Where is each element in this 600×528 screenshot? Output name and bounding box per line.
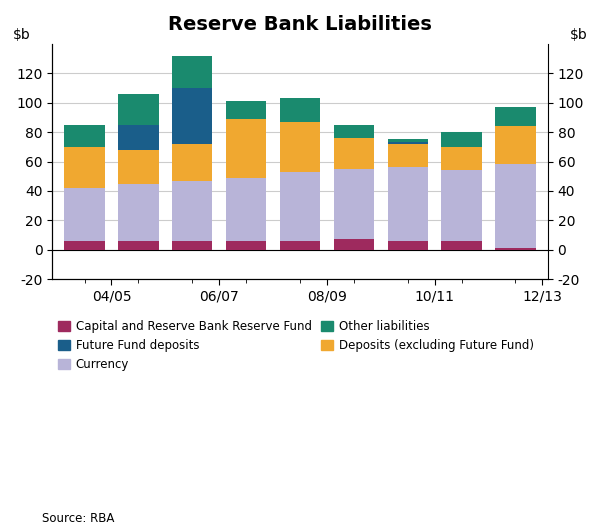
Bar [442, 171, 482, 241]
Bar [226, 101, 266, 119]
Bar [388, 241, 428, 250]
Bar [226, 119, 266, 178]
Bar [172, 144, 212, 181]
Text: $b: $b [569, 27, 587, 42]
Bar [172, 241, 212, 250]
Bar [388, 144, 428, 167]
Bar [495, 164, 536, 248]
Bar [388, 143, 428, 144]
Bar [442, 241, 482, 250]
Bar [495, 126, 536, 164]
Bar [118, 94, 158, 125]
Bar [64, 125, 105, 147]
Bar [226, 241, 266, 250]
Bar [172, 88, 212, 144]
Bar [334, 138, 374, 169]
Legend: Capital and Reserve Bank Reserve Fund, Future Fund deposits, Currency, Other lia: Capital and Reserve Bank Reserve Fund, F… [58, 320, 534, 371]
Bar [388, 139, 428, 143]
Bar [118, 125, 158, 150]
Bar [442, 147, 482, 171]
Bar [495, 107, 536, 126]
Bar [118, 184, 158, 241]
Bar [118, 241, 158, 250]
Bar [172, 181, 212, 241]
Bar [388, 167, 428, 241]
Bar [442, 132, 482, 147]
Bar [226, 178, 266, 241]
Bar [495, 248, 536, 250]
Text: $b: $b [13, 27, 31, 42]
Bar [280, 122, 320, 172]
Text: Source: RBA: Source: RBA [42, 512, 115, 525]
Bar [172, 55, 212, 88]
Bar [280, 98, 320, 122]
Bar [118, 150, 158, 184]
Bar [64, 147, 105, 188]
Bar [334, 125, 374, 138]
Bar [280, 172, 320, 241]
Bar [64, 188, 105, 241]
Bar [334, 239, 374, 250]
Bar [64, 241, 105, 250]
Bar [334, 169, 374, 239]
Bar [280, 241, 320, 250]
Title: Reserve Bank Liabilities: Reserve Bank Liabilities [168, 15, 432, 34]
